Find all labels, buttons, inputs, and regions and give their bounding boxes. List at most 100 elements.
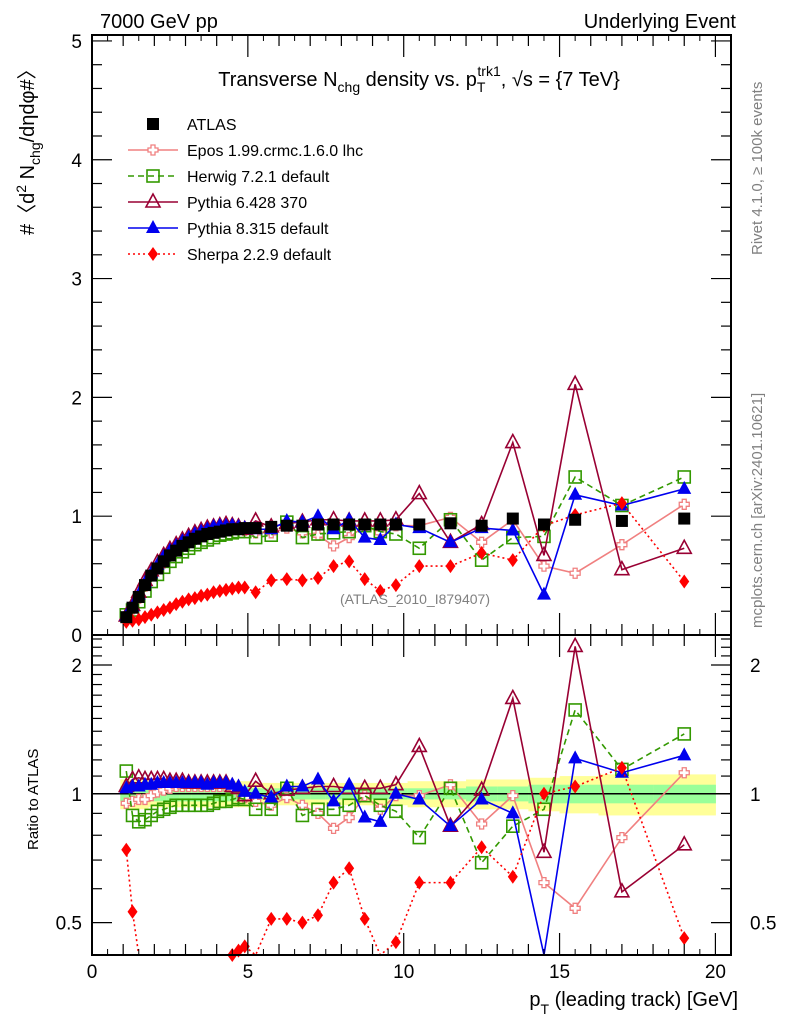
ratio-point — [344, 861, 355, 876]
ratio-point — [506, 819, 520, 833]
main-atlas-point — [413, 518, 426, 531]
y-tick-label: 5 — [71, 32, 82, 53]
ratio-point — [443, 818, 458, 832]
ratio-point — [566, 636, 584, 653]
main-atlas-point — [132, 590, 145, 603]
main-point — [412, 541, 427, 556]
main-series-2 — [117, 374, 693, 622]
legend-item-3: Pythia 6.428 370 — [128, 192, 307, 212]
legend-marker — [147, 118, 159, 130]
main-point — [214, 584, 225, 599]
ratio-point — [295, 808, 310, 823]
main-point — [475, 536, 488, 548]
ratio-point — [311, 802, 325, 817]
ratio-point — [310, 771, 325, 785]
ratio-point — [371, 778, 389, 795]
ratio-point — [568, 703, 582, 717]
title-post: , √s = {7 TeV} — [501, 69, 620, 91]
ratio-point — [328, 875, 339, 890]
ratio-point — [412, 830, 427, 845]
ratio-point — [121, 842, 132, 857]
main-series-4 — [121, 496, 690, 629]
ratio-point — [248, 802, 263, 817]
ratio-point — [231, 778, 246, 792]
main-point — [281, 572, 292, 587]
main-atlas-point — [374, 518, 387, 531]
main-point — [677, 480, 692, 494]
ratio-point — [535, 842, 553, 859]
ratio-point — [248, 785, 263, 799]
main-point — [208, 585, 219, 600]
ratio-point — [266, 911, 277, 926]
legend-label: Pythia 6.428 370 — [187, 195, 307, 212]
ratio-point — [325, 776, 342, 793]
title-sub1: chg — [338, 79, 361, 95]
main-atlas-series-0 — [120, 512, 691, 624]
ratio-point — [613, 882, 631, 898]
y-tick-label: 3 — [71, 270, 82, 291]
main-atlas-point — [311, 518, 324, 531]
main-point — [196, 588, 207, 603]
legend: ATLAS Epos 1.99.crmc.1.6.0 lhc Herwig 7.2.… — [128, 117, 363, 264]
main-point — [297, 573, 308, 588]
legend-marker — [148, 247, 158, 261]
x-tick-label: 15 — [549, 962, 570, 983]
main-atlas-point — [296, 519, 309, 532]
main-atlas-point — [358, 518, 371, 531]
main-point — [357, 529, 372, 543]
main-point — [535, 545, 553, 562]
ratio-point — [388, 785, 403, 799]
main-point — [327, 540, 340, 552]
ratio-point — [414, 875, 425, 890]
ratio-point — [342, 798, 356, 813]
ratio-y-tick-label-right: 2 — [750, 656, 761, 677]
main-point — [507, 553, 518, 568]
ratio-point — [569, 902, 581, 914]
ratio-panel: 0.5 0.51 12 20 5 10 15 20 Ratio to ATLAS pT (le… — [25, 634, 776, 1017]
ratio-point — [677, 727, 692, 741]
ratio-axes: 0.5 0.51 12 20 5 10 15 20 — [56, 635, 776, 983]
header-left: 7000 GeV pp — [100, 11, 218, 33]
ratio-point — [507, 790, 519, 802]
main-atlas-point — [280, 519, 293, 532]
main-point — [233, 580, 244, 595]
ratio-point — [281, 911, 292, 926]
ratio-point — [679, 931, 690, 946]
main-ylabel: #〈d2 Nchg/dηdφ#〉 — [13, 59, 43, 235]
main-atlas-point — [678, 512, 691, 525]
main-point — [410, 483, 428, 500]
legend-label: Herwig 7.2.1 default — [187, 169, 330, 186]
main-point — [568, 470, 582, 484]
main-point — [679, 574, 690, 589]
ratio-point — [476, 840, 487, 855]
ratio-point — [504, 688, 522, 705]
x-axis-label: pT (leading track) [GeV] — [529, 989, 738, 1017]
main-point — [616, 496, 627, 511]
main-point — [266, 573, 277, 588]
legend-label: Sherpa 2.2.9 default — [187, 247, 332, 264]
ratio-point — [616, 760, 627, 775]
ratio-y-tick-label: 0.5 — [56, 914, 82, 935]
main-point — [505, 522, 520, 536]
x-tick-label: 5 — [243, 962, 254, 983]
ratio-point — [538, 876, 550, 889]
main-point — [328, 559, 339, 574]
main-point — [414, 559, 425, 574]
main-plot-marks — [117, 374, 693, 629]
ratio-point — [237, 783, 252, 797]
ratio-point — [343, 811, 355, 824]
main-point — [678, 498, 690, 510]
main-point — [616, 539, 628, 551]
main-point — [359, 572, 370, 587]
ratio-point — [505, 805, 520, 819]
ratio-point — [677, 747, 692, 761]
main-point — [504, 432, 522, 449]
main-point — [538, 560, 550, 572]
ratio-point — [296, 799, 309, 811]
rivet-label: Rivet 4.1.0, ≥ 100k events — [749, 82, 766, 255]
title-mid: density vs. p — [360, 69, 477, 91]
ratio-point — [297, 915, 308, 930]
ratio-point — [264, 802, 279, 817]
legend-marker — [146, 220, 160, 233]
main-point — [183, 592, 194, 607]
